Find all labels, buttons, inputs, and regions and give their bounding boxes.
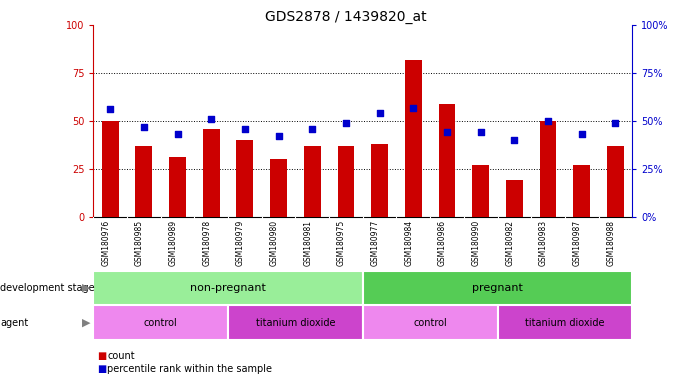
Text: non-pregnant: non-pregnant xyxy=(190,283,266,293)
Text: ■: ■ xyxy=(97,364,106,374)
Text: GSM180983: GSM180983 xyxy=(539,220,548,266)
Point xyxy=(239,126,250,132)
Point xyxy=(104,106,115,113)
Point xyxy=(408,104,419,111)
Text: titanium dioxide: titanium dioxide xyxy=(525,318,605,328)
Point xyxy=(341,120,352,126)
Point xyxy=(273,133,284,139)
Bar xyxy=(228,305,363,340)
Text: GSM180978: GSM180978 xyxy=(202,220,211,266)
Bar xyxy=(371,144,388,217)
Text: ▶: ▶ xyxy=(82,283,91,293)
Text: GSM180976: GSM180976 xyxy=(101,220,110,266)
Text: GSM180990: GSM180990 xyxy=(472,220,481,266)
Bar xyxy=(270,159,287,217)
Bar xyxy=(439,104,455,217)
Point xyxy=(576,131,587,137)
Text: pregnant: pregnant xyxy=(472,283,523,293)
Point xyxy=(206,116,217,122)
Bar xyxy=(405,60,422,217)
Text: GSM180984: GSM180984 xyxy=(404,220,413,266)
Bar xyxy=(363,271,632,305)
Text: GSM180975: GSM180975 xyxy=(337,220,346,266)
Text: control: control xyxy=(413,318,447,328)
Point xyxy=(138,124,149,130)
Text: GSM180986: GSM180986 xyxy=(438,220,447,266)
Point xyxy=(307,126,318,132)
Text: ▶: ▶ xyxy=(82,318,91,328)
Text: agent: agent xyxy=(0,318,28,328)
Text: GSM180980: GSM180980 xyxy=(269,220,278,266)
Bar xyxy=(363,305,498,340)
Point xyxy=(610,120,621,126)
Text: GSM180977: GSM180977 xyxy=(370,220,379,266)
Text: GDS2878 / 1439820_at: GDS2878 / 1439820_at xyxy=(265,10,426,23)
Text: GSM180988: GSM180988 xyxy=(607,220,616,266)
Text: GSM180985: GSM180985 xyxy=(135,220,144,266)
Bar xyxy=(135,146,152,217)
Point xyxy=(475,129,486,136)
Bar xyxy=(93,271,363,305)
Bar xyxy=(574,165,590,217)
Text: GSM180987: GSM180987 xyxy=(573,220,582,266)
Bar xyxy=(304,146,321,217)
Bar xyxy=(337,146,354,217)
Bar xyxy=(498,305,632,340)
Point xyxy=(542,118,553,124)
Text: count: count xyxy=(107,351,135,361)
Text: ■: ■ xyxy=(97,351,106,361)
Bar xyxy=(93,305,228,340)
Bar xyxy=(202,129,220,217)
Bar xyxy=(102,121,119,217)
Point xyxy=(172,131,183,137)
Point xyxy=(442,129,453,136)
Bar xyxy=(540,121,556,217)
Text: percentile rank within the sample: percentile rank within the sample xyxy=(107,364,272,374)
Bar xyxy=(169,157,186,217)
Text: development stage: development stage xyxy=(0,283,95,293)
Bar xyxy=(472,165,489,217)
Bar xyxy=(236,140,254,217)
Point xyxy=(374,110,385,116)
Text: titanium dioxide: titanium dioxide xyxy=(256,318,335,328)
Text: GSM180989: GSM180989 xyxy=(169,220,178,266)
Text: GSM180981: GSM180981 xyxy=(303,220,312,266)
Bar xyxy=(506,180,523,217)
Text: GSM180979: GSM180979 xyxy=(236,220,245,266)
Text: control: control xyxy=(144,318,178,328)
Text: GSM180982: GSM180982 xyxy=(505,220,514,266)
Bar xyxy=(607,146,624,217)
Point xyxy=(509,137,520,143)
